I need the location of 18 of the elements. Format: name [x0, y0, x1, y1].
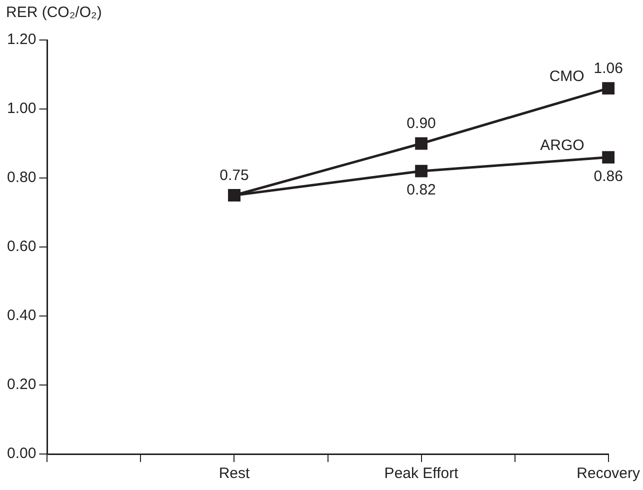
y-tick-label: 0.00: [6, 445, 36, 462]
data-label: 0.86: [594, 168, 623, 185]
series-label: ARGO: [540, 136, 584, 154]
y-axis-title: RER (CO₂/O₂): [6, 4, 102, 21]
x-tick-label: Peak Effort: [384, 465, 460, 482]
series-label: CMO: [549, 68, 584, 85]
y-tick-label: 0.80: [6, 169, 36, 186]
y-tick-label: 0.20: [6, 376, 36, 394]
y-tick-label: 0.60: [6, 238, 36, 256]
x-tick-label: Recovery: [576, 465, 640, 482]
data-label: 0.82: [406, 182, 436, 199]
data-label: 0.75: [220, 166, 249, 184]
x-tick-label: Rest: [218, 465, 250, 482]
y-tick-label: 1.20: [6, 31, 36, 48]
y-tick-label: 1.00: [6, 100, 36, 118]
data-label: 0.90: [406, 115, 436, 132]
y-tick-label: 0.40: [6, 307, 36, 324]
data-label: 1.06: [594, 60, 623, 77]
